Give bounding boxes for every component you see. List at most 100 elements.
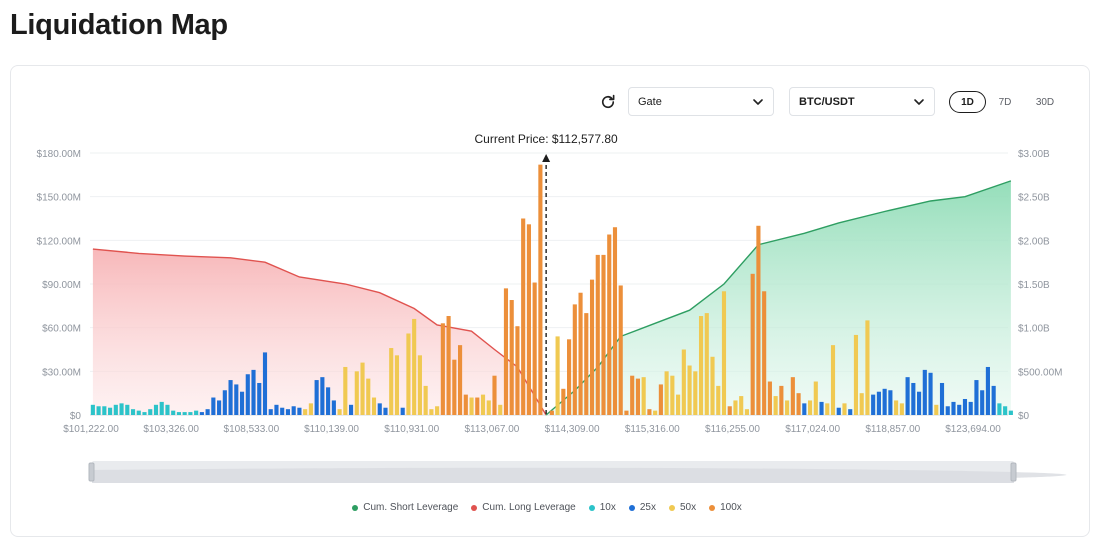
liquidation-bar (130, 409, 136, 415)
liquidation-bar (509, 300, 514, 415)
liquidation-bar (871, 394, 876, 415)
current-price-label: Current Price: $112,577.80 (475, 132, 619, 146)
liquidation-bar (211, 397, 216, 415)
liquidation-bar (400, 407, 405, 415)
liquidation-bar (326, 387, 331, 415)
y-left-tick-label: $30.00M (42, 367, 81, 378)
liquidation-bar (262, 352, 268, 415)
liquidation-bar (366, 378, 371, 415)
y-right-tick-label: $500.00M (1018, 367, 1062, 378)
cum-short-area (546, 180, 1011, 415)
cum-long-area (92, 249, 547, 415)
liquidation-bar (796, 393, 801, 415)
liquidation-bar (928, 372, 933, 415)
range-7d-button[interactable]: 7D (998, 96, 1012, 108)
range-1d-button[interactable]: 1D (949, 91, 986, 113)
liquidation-bar (142, 412, 147, 415)
liquidation-bar (469, 397, 474, 415)
liquidation-bar (555, 336, 560, 415)
x-tick-label: $123,694.00 (945, 424, 1001, 435)
liquidation-bar (463, 394, 468, 415)
slider-handle-left (88, 462, 95, 482)
y-right-tick-label: $1.50B (1018, 280, 1050, 291)
liquidation-bar (658, 384, 663, 415)
liquidation-bar (549, 410, 554, 415)
liquidation-bar (308, 403, 313, 415)
liquidation-bar (102, 406, 107, 415)
liquidation-bar (90, 404, 95, 415)
liquidation-bar (974, 380, 979, 415)
liquidation-bar (222, 390, 227, 415)
y-left-tick-label: $60.00M (42, 324, 81, 335)
liquidation-bar (291, 406, 296, 415)
liquidation-bar (538, 164, 543, 415)
legend-item-10x[interactable]: 10x (588, 502, 616, 513)
liquidation-bar (905, 377, 910, 415)
liquidation-bar (108, 407, 113, 415)
liquidation-bar (807, 400, 813, 415)
liquidation-bar (458, 345, 463, 415)
liquidation-bar (601, 254, 606, 415)
liquidation-bar (423, 385, 428, 415)
liquidation-bar (968, 401, 973, 415)
liquidation-bar (406, 333, 411, 415)
page-title: Liquidation Map (10, 9, 228, 41)
y-left-tick-label: $180.00M (37, 149, 81, 160)
exchange-select[interactable]: Gate (628, 87, 774, 116)
y-right-tick-label: $2.00B (1018, 236, 1050, 247)
liquidation-bar (234, 384, 239, 415)
liquidation-bar (670, 375, 675, 415)
liquidation-bar (245, 374, 250, 415)
chart-legend: Cum. Short Leverage Cum. Long Leverage 1… (0, 502, 1094, 513)
liquidation-bar (825, 403, 830, 415)
legend-item-50x[interactable]: 50x (668, 502, 696, 513)
liquidation-bar (716, 385, 721, 415)
legend-item-short[interactable]: Cum. Short Leverage (352, 502, 458, 513)
liquidation-bar (331, 400, 336, 415)
liquidation-bar (1008, 410, 1013, 415)
liquidation-bar (704, 313, 709, 415)
liquidation-bar (153, 404, 159, 415)
pair-select[interactable]: BTC/USDT (789, 87, 935, 116)
legend-dot (709, 504, 716, 511)
liquidation-bar (899, 403, 904, 415)
liquidation-bar (435, 406, 440, 415)
liquidation-bar (96, 406, 101, 415)
liquidation-bar (664, 371, 669, 415)
range-30d-button[interactable]: 30D (1035, 96, 1055, 108)
liquidation-bar (681, 349, 686, 415)
liquidation-bar (676, 394, 681, 415)
liquidation-bar (280, 407, 285, 415)
legend-item-long[interactable]: Cum. Long Leverage (471, 502, 576, 513)
range-slider[interactable] (88, 461, 1067, 483)
slider-preview (92, 467, 1067, 483)
liquidation-bar (939, 382, 945, 415)
refresh-icon[interactable] (599, 93, 617, 111)
cumulative-areas (92, 180, 1012, 416)
liquidation-bar (853, 334, 859, 415)
liquidation-bar (148, 409, 153, 415)
legend-item-25x[interactable]: 25x (628, 502, 656, 513)
legend-item-100x[interactable]: 100x (709, 502, 742, 513)
legend-label: 10x (599, 502, 616, 513)
chevron-down-icon (753, 99, 763, 105)
liquidation-bar (303, 409, 308, 415)
liquidation-bar (980, 390, 985, 415)
liquidation-bar (239, 391, 245, 415)
liquidation-bar (951, 401, 956, 415)
liquidation-bar (389, 348, 394, 415)
liquidation-bar (710, 356, 715, 415)
legend-dot (588, 504, 595, 511)
legend-label: Cum. Long Leverage (482, 502, 576, 513)
liquidation-bar (894, 400, 899, 415)
x-tick-label: $118,857.00 (865, 424, 920, 435)
y-right-tick-label: $3.00B (1018, 149, 1050, 160)
liquidation-bar (773, 396, 778, 415)
liquidation-bar (165, 404, 170, 415)
liquidation-bar (888, 390, 893, 415)
liquidation-bar (205, 409, 210, 415)
liquidation-bar (802, 403, 807, 415)
liquidation-bar (985, 366, 990, 415)
liquidation-bar (561, 388, 566, 415)
liquidation-bar (813, 381, 818, 415)
